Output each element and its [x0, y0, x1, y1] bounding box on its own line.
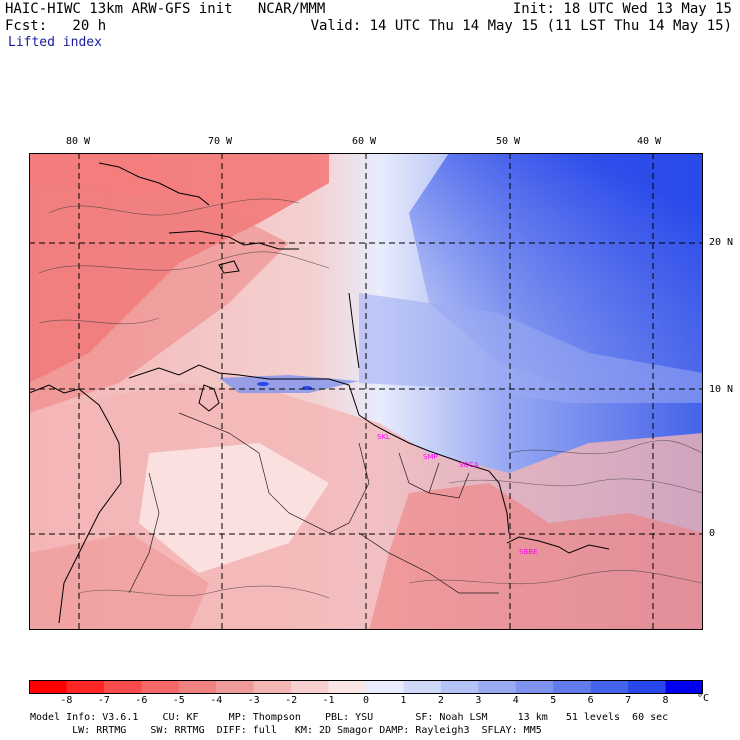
colorbar-tick-label: -6: [135, 695, 148, 706]
unstable-region-sw: [29, 533, 209, 630]
colorbar-tick-label: 1: [400, 695, 407, 706]
station-label: SOCA: [459, 461, 479, 469]
colorbar-tick-label: 0: [362, 695, 370, 706]
forecast-hour: Fcst: 20 h: [5, 18, 107, 34]
colorbar-swatch: [440, 680, 479, 694]
colorbar-swatch: [103, 680, 142, 694]
title: HAIC-HIWC 13km ARW-GFS init NCAR/MMM: [5, 1, 326, 17]
colorbar-swatch: [366, 680, 404, 694]
colorbar-unit: °C: [697, 693, 710, 704]
lon-label: 60 W: [352, 136, 377, 147]
stable-region-mid: [359, 293, 703, 403]
lon-label: 40 W: [637, 136, 662, 147]
colorbar-swatch: [515, 680, 554, 694]
neutral-region-interior: [139, 443, 329, 573]
colorbar-tick-label: 2: [437, 695, 444, 706]
unstable-region-amazon: [369, 483, 703, 630]
lifted-index-map: SKL SMP SOCA SBBE: [29, 153, 703, 630]
colorbar-swatch: [403, 680, 442, 694]
stable-spot: [257, 382, 269, 386]
lon-label: 80 W: [66, 136, 91, 147]
unstable-region-west: [29, 183, 289, 413]
colorbar-tick-label: 4: [512, 695, 519, 706]
colorbar-tick-label: -1: [322, 695, 335, 706]
lat-label: 20 N: [709, 237, 734, 248]
colorbar-tick-label: -4: [210, 695, 223, 706]
valid-time: Valid: 14 UTC Thu 14 May 15 (11 LST Thu …: [310, 18, 732, 34]
field-name: Lifted index: [8, 35, 102, 50]
colorbar-swatch: [66, 680, 105, 694]
station-label: SBBE: [519, 548, 537, 556]
contours: [38, 198, 703, 599]
colorbar-tick-label: 8: [662, 695, 669, 706]
colorbar-tick-label: -5: [172, 695, 185, 706]
colorbar-tick-label: -7: [97, 695, 110, 706]
colorbar-tick-label: 7: [625, 695, 632, 706]
lon-label: 70 W: [208, 136, 233, 147]
model-info-line1: Model Info: V3.6.1 CU: KF MP: Thompson P…: [30, 712, 669, 723]
colorbar-swatch: [553, 680, 592, 694]
colorbar-swatch: [328, 680, 367, 694]
colorbar-swatch: [665, 680, 703, 694]
colorbar: [29, 680, 703, 694]
model-info-line2: LW: RRTMG SW: RRTMG DIFF: full KM: 2D Sm…: [30, 725, 542, 736]
station-label: SKL: [377, 433, 390, 441]
colorbar-tick-label: -3: [247, 695, 260, 706]
colorbar-frame: [29, 680, 703, 694]
colorbar-swatch: [291, 680, 330, 694]
colorbar-swatch: [216, 680, 255, 694]
colorbar-tick-label: 6: [587, 695, 594, 706]
colorbar-swatch: [178, 680, 217, 694]
station-label: SMP: [423, 453, 438, 461]
colorbar-swatch: [29, 680, 67, 694]
init-time: Init: 18 UTC Wed 13 May 15: [512, 1, 732, 17]
colorbar-tick-label: 5: [550, 695, 557, 706]
colorbar-tick-label: -8: [60, 695, 73, 706]
coastlines: [29, 162, 610, 624]
colorbar-tick-label: 3: [475, 695, 482, 706]
map-frame: [29, 153, 703, 630]
colorbar-swatch: [628, 680, 667, 694]
lat-label: 0: [709, 528, 716, 539]
grid-lines: [29, 153, 703, 630]
lat-label: 10 N: [709, 384, 734, 395]
borders: [128, 412, 499, 594]
lon-label: 50 W: [496, 136, 521, 147]
colorbar-swatch: [253, 680, 292, 694]
colorbar-swatch: [478, 680, 517, 694]
colorbar-swatch: [590, 680, 629, 694]
colorbar-tick-label: -2: [285, 695, 298, 706]
colorbar-swatch: [141, 680, 180, 694]
